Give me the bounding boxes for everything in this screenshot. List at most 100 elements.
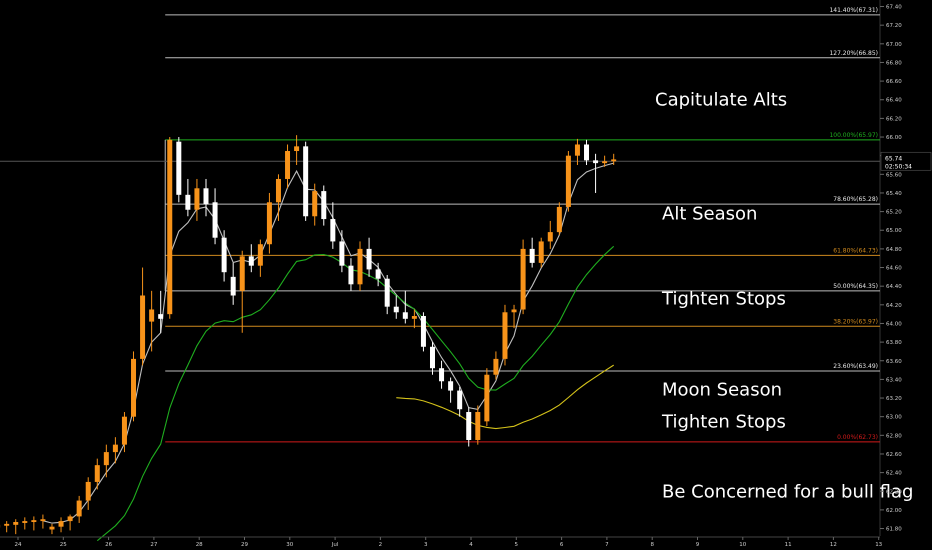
candle-body [366,248,372,270]
candle-body [203,188,209,205]
candle [121,412,127,453]
candle [584,139,590,165]
current-price-label: 65.74 [885,155,902,162]
candle-body [484,374,490,422]
candle-body [266,202,272,245]
x-tick-label: 27 [150,542,157,548]
candle-body [230,276,236,296]
candle-body [384,278,390,307]
candle-body [212,202,218,238]
candle-body [466,412,472,440]
x-tick-label: Jul [331,542,339,548]
candle-body [312,191,318,217]
y-tick-label: 66.00 [886,135,902,141]
candle [330,202,336,249]
candle-body [574,144,580,156]
x-tick-label: 6 [560,542,564,548]
candle [493,351,499,380]
price-axis[interactable]: 61.80 62.00 62.20 62.40 62.60 62.80 63.00 63.20… [880,5,932,533]
candle [448,377,454,403]
x-tick-label: 5 [515,542,519,548]
candle-body [502,312,508,359]
candle-body [511,309,517,313]
fib-label: 100.00%(65.97) [829,132,878,139]
candle [131,351,137,422]
candle [420,312,426,352]
candle [339,230,345,273]
x-tick-label: 9 [696,542,700,548]
candle-body [538,241,544,263]
candle [203,178,209,217]
y-tick-label: 63.80 [886,340,902,346]
candle-body [176,141,182,195]
ema-mid-line [96,245,615,542]
candle-body [584,144,590,161]
candle-body [420,316,426,347]
x-tick-label: 3 [424,542,428,548]
y-tick-label: 64.60 [886,266,902,272]
annotation-text: Moon Season [662,380,782,401]
annotation-text: Tighten Stops [661,288,786,309]
candle [257,239,263,277]
candle [103,444,109,478]
candle-body [529,248,535,263]
candle-body [375,269,381,279]
candle-body [140,295,146,359]
x-tick-label: 24 [15,542,22,548]
candle-body [556,206,562,233]
candle-body [303,146,309,217]
fib-label: 50.00%(64.35) [833,283,878,290]
candle-body [475,412,481,440]
candle [185,178,191,217]
fib-label: 78.60%(65.28) [833,196,878,203]
candle-body [49,526,55,530]
y-tick-label: 67.40 [886,5,902,11]
candle-body [593,160,599,164]
candle-body [103,452,109,466]
candle-body [429,346,435,369]
y-tick-label: 63.40 [886,377,902,383]
candle-body [94,465,100,482]
candle-body [402,312,408,319]
y-tick-label: 63.20 [886,396,902,402]
x-tick-label: 11 [785,542,792,548]
y-tick-label: 62.40 [886,471,902,477]
candle-body [121,416,127,445]
y-tick-label: 65.20 [886,210,902,216]
candle-body [194,188,200,210]
candle-body [149,309,155,322]
candle-body [339,241,345,266]
fib-label: 141.40%(67.31) [829,7,878,14]
candle-body [321,191,327,220]
candle-body [275,178,281,203]
y-tick-label: 62.80 [886,433,902,439]
candle [429,342,435,375]
candle-body [131,358,137,417]
candle [602,155,608,167]
candle-body [348,265,354,285]
y-tick-label: 66.60 [886,79,902,85]
candle [312,183,318,226]
candle-body [13,522,19,525]
annotation-text: Capitulate Alts [655,90,787,111]
candle [384,274,390,315]
annotation-text: Alt Season [662,203,757,224]
candle [303,141,309,221]
candle [221,230,227,282]
x-tick-label: 4 [469,542,473,548]
candle [484,368,490,427]
x-tick-label: 12 [830,542,837,548]
candle [348,258,354,291]
candle [366,237,372,277]
candle-body [185,194,191,210]
time-axis[interactable]: 24 25 26 27 28 29 30 Jul 2 3 4 5 6 7 8 9 10 11 12 13 [0,536,883,548]
y-tick-label: 63.00 [886,415,902,421]
candle [112,437,118,464]
y-tick-label: 66.80 [886,60,902,66]
y-tick-label: 62.60 [886,452,902,458]
candle-body [357,248,363,285]
fib-label: 23.60%(63.49) [833,363,878,370]
y-tick-label: 62.00 [886,508,902,514]
